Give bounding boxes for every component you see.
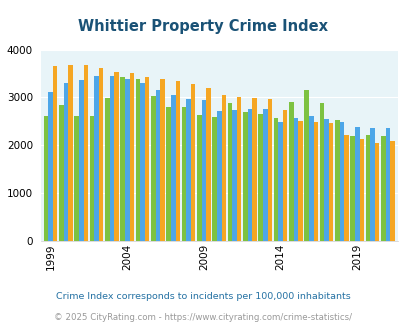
- Bar: [247, 109, 252, 241]
- Bar: [236, 97, 241, 241]
- Text: Whittier Property Crime Index: Whittier Property Crime Index: [78, 19, 327, 34]
- Bar: [293, 118, 298, 241]
- Bar: [380, 136, 385, 241]
- Bar: [90, 116, 94, 241]
- Bar: [227, 103, 232, 241]
- Bar: [181, 107, 186, 241]
- Bar: [166, 107, 171, 241]
- Bar: [175, 81, 180, 241]
- Bar: [155, 90, 160, 241]
- Bar: [206, 88, 210, 241]
- Bar: [308, 116, 313, 241]
- Bar: [262, 109, 267, 241]
- Bar: [282, 110, 287, 241]
- Bar: [160, 79, 164, 241]
- Bar: [389, 141, 394, 241]
- Bar: [135, 79, 140, 241]
- Bar: [277, 122, 282, 241]
- Bar: [304, 90, 308, 241]
- Bar: [145, 77, 149, 241]
- Bar: [243, 112, 247, 241]
- Bar: [369, 128, 374, 241]
- Text: © 2025 CityRating.com - https://www.cityrating.com/crime-statistics/: © 2025 CityRating.com - https://www.city…: [54, 313, 351, 322]
- Bar: [171, 95, 175, 241]
- Bar: [298, 121, 302, 241]
- Bar: [212, 117, 216, 241]
- Bar: [190, 84, 195, 241]
- Bar: [288, 102, 293, 241]
- Bar: [94, 76, 99, 241]
- Bar: [68, 65, 72, 241]
- Bar: [252, 98, 256, 241]
- Bar: [125, 79, 129, 241]
- Bar: [232, 110, 236, 241]
- Bar: [59, 106, 64, 241]
- Bar: [120, 77, 125, 241]
- Bar: [99, 68, 103, 241]
- Bar: [354, 127, 359, 241]
- Bar: [221, 95, 226, 241]
- Bar: [359, 139, 363, 241]
- Bar: [324, 119, 328, 241]
- Bar: [83, 65, 88, 241]
- Bar: [79, 80, 83, 241]
- Bar: [186, 99, 190, 241]
- Bar: [350, 136, 354, 241]
- Bar: [196, 115, 201, 241]
- Bar: [334, 120, 339, 241]
- Bar: [44, 115, 48, 241]
- Bar: [267, 99, 271, 241]
- Bar: [273, 118, 277, 241]
- Bar: [374, 143, 379, 241]
- Text: Crime Index corresponds to incidents per 100,000 inhabitants: Crime Index corresponds to incidents per…: [55, 292, 350, 301]
- Bar: [385, 128, 389, 241]
- Bar: [365, 135, 369, 241]
- Bar: [109, 76, 114, 241]
- Bar: [319, 103, 324, 241]
- Bar: [339, 122, 343, 241]
- Bar: [64, 82, 68, 241]
- Bar: [105, 98, 109, 241]
- Bar: [48, 92, 53, 241]
- Bar: [216, 111, 221, 241]
- Bar: [140, 82, 145, 241]
- Bar: [328, 123, 333, 241]
- Bar: [151, 96, 155, 241]
- Bar: [53, 66, 58, 241]
- Bar: [258, 114, 262, 241]
- Bar: [74, 115, 79, 241]
- Bar: [114, 72, 119, 241]
- Bar: [201, 100, 206, 241]
- Bar: [343, 135, 348, 241]
- Bar: [313, 122, 318, 241]
- Bar: [129, 73, 134, 241]
